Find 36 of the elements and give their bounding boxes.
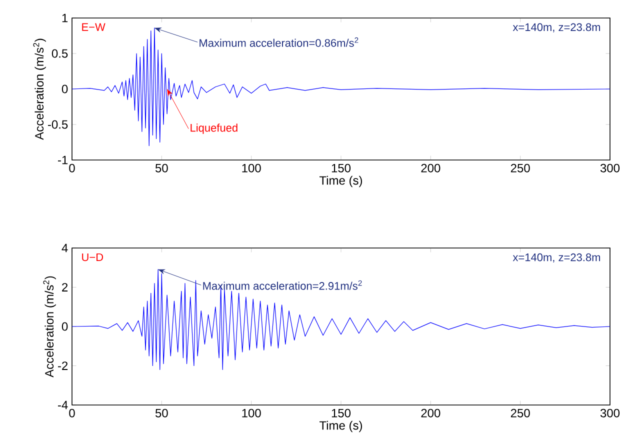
annotation: Maximum acceleration=0.86m/s$^{2}$ bbox=[200, 37, 358, 47]
annotation: E−W bbox=[82, 23, 106, 31]
x-tick-label: 250 bbox=[510, 408, 530, 418]
x-tick-label: 50 bbox=[155, 164, 168, 172]
annotation: x=140m, z=23.8m bbox=[512, 253, 600, 263]
y-tick-label: 1 bbox=[62, 14, 68, 22]
x-tick-label: 100 bbox=[242, 408, 261, 418]
annotation: Maximum acceleration=2.91m/s$^{2}$ bbox=[203, 280, 362, 290]
y-axis-title: Acceleration (m/s$^{2}$) bbox=[43, 276, 56, 378]
x-tick-label: 0 bbox=[69, 164, 75, 172]
x-tick-label: 50 bbox=[155, 408, 168, 418]
x-tick-label: 200 bbox=[421, 164, 440, 172]
x-tick-label: 250 bbox=[510, 164, 530, 172]
x-tick-label: 100 bbox=[242, 164, 261, 172]
x-tick-label: 0 bbox=[69, 408, 75, 418]
y-tick-label: -1 bbox=[58, 156, 68, 164]
line-series bbox=[72, 269, 610, 370]
x-axis-title: Time (s) bbox=[319, 420, 362, 432]
y-tick-label: 2 bbox=[62, 283, 68, 292]
y-tick-label: -2 bbox=[58, 362, 68, 370]
x-tick-label: 300 bbox=[600, 164, 620, 172]
y-axis-title: Acceleration (m/s$^{2}$) bbox=[33, 38, 46, 140]
y-tick-label: 4 bbox=[62, 244, 68, 252]
y-tick-label: 0.5 bbox=[52, 49, 68, 58]
y-tick-label: -0.5 bbox=[48, 120, 68, 129]
annotation: Liquefued bbox=[190, 124, 238, 134]
x-tick-label: 150 bbox=[332, 164, 351, 172]
y-tick-label: -4 bbox=[58, 400, 68, 410]
x-tick-label: 150 bbox=[332, 408, 351, 418]
x-tick-label: 300 bbox=[600, 408, 620, 418]
annotation: x=140m, z=23.8m bbox=[512, 23, 600, 32]
x-tick-label: 200 bbox=[421, 408, 440, 418]
y-tick-label: 0 bbox=[62, 84, 68, 94]
y-tick-label: 0 bbox=[62, 322, 68, 331]
x-axis-title: Time (s) bbox=[319, 176, 362, 188]
annotation: U−D bbox=[82, 253, 104, 262]
